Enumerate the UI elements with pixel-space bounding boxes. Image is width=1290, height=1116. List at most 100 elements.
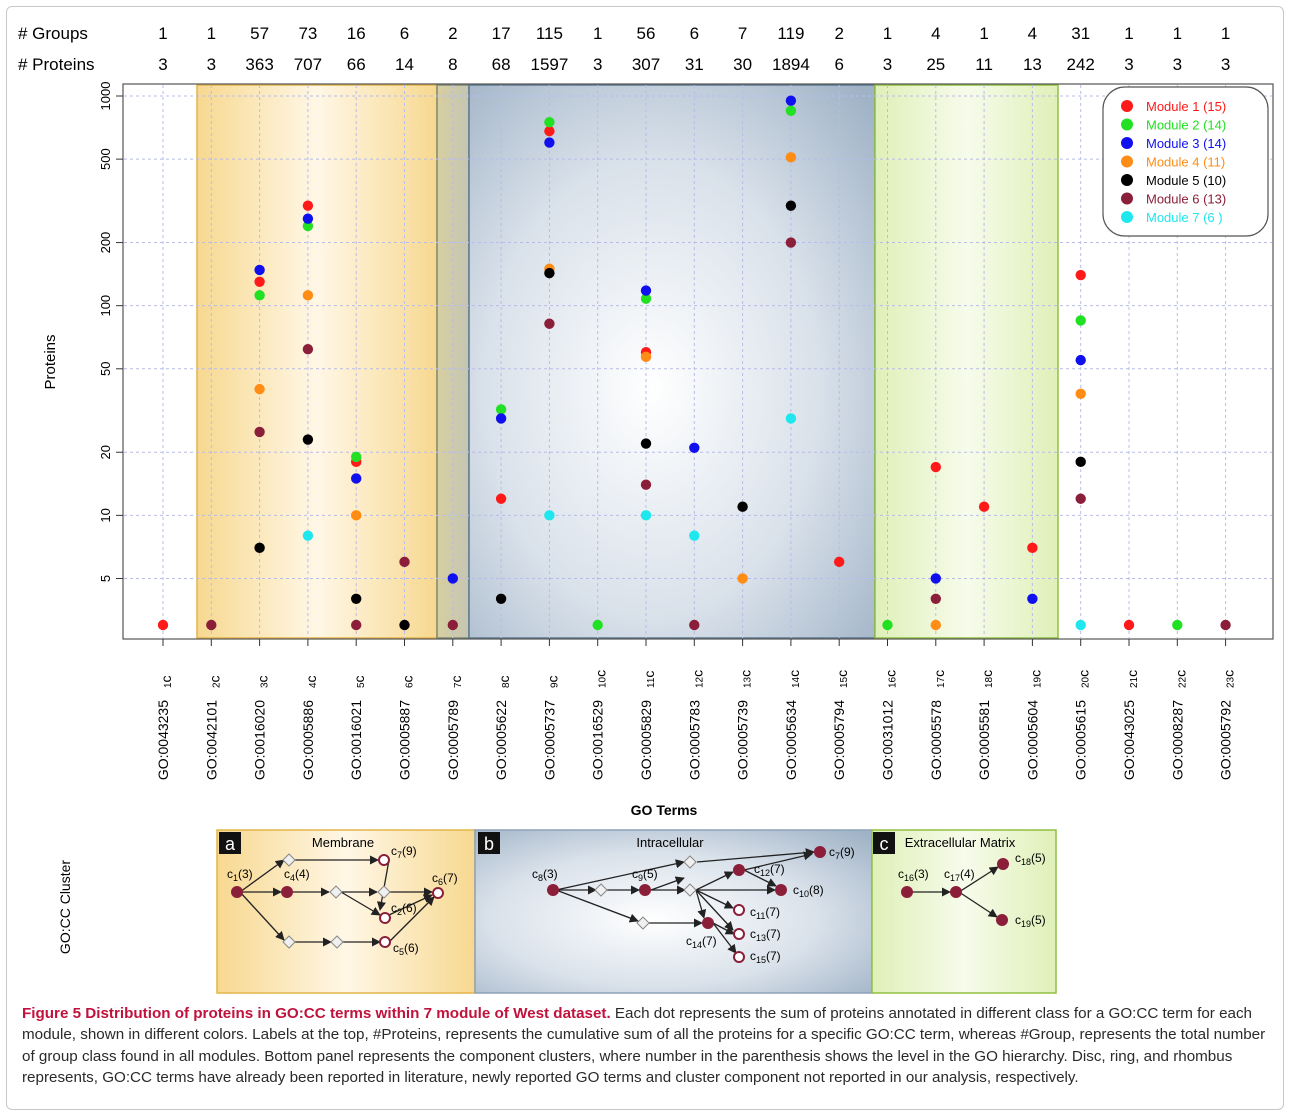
data-point [785,152,797,163]
groups-count: 57 [250,24,269,43]
y-tick-label: 100 [98,295,113,317]
groups-count: 17 [492,24,511,43]
panel-b-edges [555,848,815,954]
data-point [302,344,314,355]
data-point [1075,493,1086,504]
data-point [544,137,555,148]
panel-b-nodes [547,846,826,963]
legend-marker [1121,137,1133,149]
data-point [254,383,265,395]
y-tick-label: 20 [98,445,113,459]
x-tick-cluster-label: 12c [689,670,705,688]
node-label: c17(4) [944,867,975,883]
groups-count: 4 [931,24,940,43]
groups-count: 16 [347,24,366,43]
data-point [544,116,555,128]
proteins-count: 3 [883,55,892,74]
proteins-count: 13 [1023,55,1042,74]
x-tick-cluster-index: 9 [549,682,560,688]
figure-graphic: # Groups # Proteins 1 1 57 73 16 6 2 17 115 1 56 6 7… [18,24,1274,994]
data-point [302,200,314,211]
data-point [447,573,458,584]
data-point [495,413,507,424]
x-tick-cluster-index: 22 [1177,676,1188,688]
groups-count: 1 [979,24,988,43]
x-tick-cluster-index: 2 [211,682,222,688]
groups-count: 73 [298,24,317,43]
node-label: c19(5) [1015,913,1046,929]
legend-label: Module 2 (14) [1146,118,1226,133]
data-point [495,493,507,504]
x-tick-go-label: GO:0005737 [541,700,557,780]
data-point [351,451,362,463]
x-tick-cluster-label: 18c [979,670,995,688]
panel-b-letter: b [484,834,494,854]
data-point [1075,456,1086,468]
data-point [737,501,748,512]
x-tick-cluster-label: 1c [158,675,174,688]
x-tick-cluster-index: 18 [984,676,995,688]
legend-marker [1121,211,1133,223]
panel-b: b Intracellular [474,829,873,994]
x-tick-go-label: GO:0005794 [831,700,847,780]
data-point [206,619,217,631]
proteins-count: 25 [926,55,945,74]
data-point [640,479,652,490]
groups-count: 1 [1124,24,1133,43]
data-point [254,542,265,554]
extracellular-region [874,84,1059,639]
node-label: c6(7) [432,871,458,887]
data-point [495,593,507,605]
data-point [930,593,941,605]
x-tick-go-label: GO:0043235 [155,700,171,780]
data-point [351,510,362,521]
x-tick-cluster-label: 7c [448,675,464,688]
data-point [254,290,265,301]
y-tick-label: 5 [98,575,113,582]
groups-count: 4 [1028,24,1037,43]
rhombus-node [329,885,343,899]
data-point [689,619,700,631]
groups-count: 31 [1071,24,1090,43]
data-point [447,619,458,631]
groups-row-label: # Groups [18,24,88,43]
x-tick-cluster-index: 14 [791,676,802,688]
legend-box [1102,86,1269,237]
data-point [302,213,314,224]
data-point [640,438,652,449]
data-point [254,276,265,287]
x-tick-cluster-index: 13 [743,676,754,688]
data-point [978,501,990,512]
x-tick-cluster-label: 8c [496,675,512,688]
data-point [1075,354,1086,366]
data-point [1220,619,1231,631]
disc-node [231,886,243,898]
x-tick-cluster-index: 19 [1032,676,1043,688]
x-tick-cluster-index: 20 [1081,676,1092,688]
data-point [930,619,941,631]
x-tick-go-label: GO:0005739 [735,700,751,780]
y-axis-label: Proteins [42,334,59,389]
data-point [785,413,797,424]
disc-node [775,884,787,896]
x-tick-cluster-index: 16 [888,676,899,688]
x-tick-cluster-index: 7 [453,682,464,688]
data-point [495,404,507,415]
proteins-count: 3 [1173,55,1182,74]
x-tick-cluster-label: 2c [206,675,222,688]
panel-c-letter-box [873,832,895,854]
x-tick-cluster-index: 11 [646,677,657,688]
x-tick-go-label: GO:0016021 [348,700,364,780]
legend-marker [1121,118,1133,131]
groups-row: 1 1 57 73 16 6 2 17 115 1 56 6 7 119 2 1 4 1 4 31 1 1 1 [158,24,1230,43]
legend-label: Module 4 (11) [1146,155,1225,170]
disc-node [814,846,826,858]
node-label: c7(9) [829,845,855,861]
proteins-row-label: # Proteins [18,55,95,74]
data-point [399,556,410,568]
proteins-count: 3 [207,55,216,74]
groups-count: 6 [690,24,699,43]
intracellular-region [468,84,876,639]
legend-label: Module 5 (10) [1146,173,1226,188]
x-tick-go-label: GO:0005622 [493,700,509,780]
